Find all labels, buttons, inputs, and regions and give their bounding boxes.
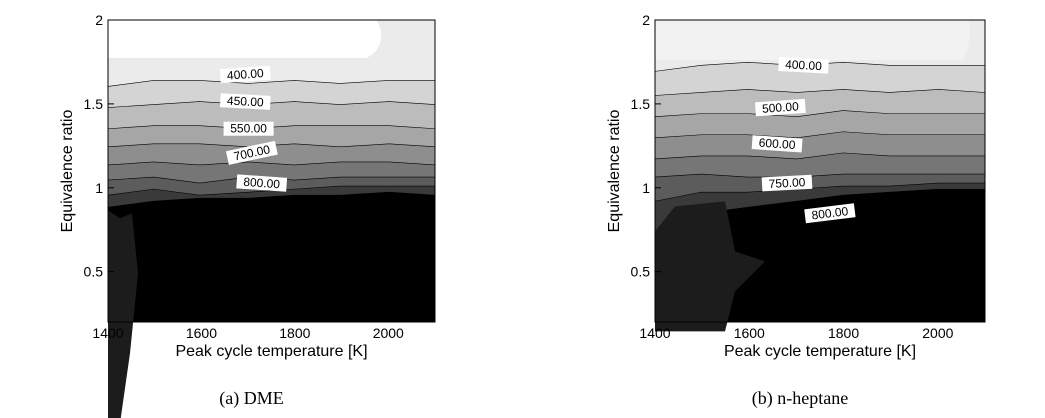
x-tick-label: 1400 (639, 325, 670, 341)
contour-label: 800.00 (236, 174, 288, 192)
x-tick-label: 2000 (373, 325, 404, 341)
plot-frame (654, 19, 986, 323)
x-tick-label: 1600 (734, 325, 765, 341)
x-tick-label: 1800 (828, 325, 859, 341)
y-tick-label: 1.5 (84, 96, 104, 112)
contour-band (655, 20, 970, 60)
contour-band (108, 210, 138, 418)
contour-label-box (225, 140, 278, 165)
y-tick-label: 2 (642, 12, 650, 28)
contour-label-box (236, 174, 288, 192)
plot-frame (107, 19, 436, 323)
contour-label: 800.00 (804, 203, 856, 224)
contour-label-box (804, 203, 856, 224)
contour-label-text: 400.00 (227, 66, 265, 83)
x-tick-label: 2000 (922, 325, 953, 341)
contour-label: 450.00 (220, 93, 271, 110)
x-tick-label: 1400 (92, 325, 123, 341)
contour-label: 550.00 (223, 121, 274, 136)
y-axis-label: Equivalence ratio (606, 110, 623, 233)
contour-label: 500.00 (754, 98, 806, 117)
contour-band (107, 191, 436, 323)
x-tick-label: 1600 (186, 325, 217, 341)
x-axis-label: Peak cycle temperature [K] (175, 343, 367, 360)
contour-label-box (223, 121, 274, 136)
contour-label: 400.00 (778, 57, 829, 74)
contour-label: 600.00 (751, 135, 803, 153)
contour-band (655, 201, 765, 332)
contour-label-box (219, 65, 271, 84)
x-tick-label: 1800 (279, 325, 310, 341)
caption: (a) DME (219, 388, 283, 409)
contour-label-text: 600.00 (758, 136, 796, 153)
contour-label-text: 800.00 (811, 204, 849, 222)
x-axis-label: Peak cycle temperature [K] (724, 343, 916, 360)
contour-label-text: 800.00 (243, 175, 281, 192)
contour-band (104, 20, 382, 58)
contour-label-text: 500.00 (762, 99, 800, 116)
y-tick-label: 0.5 (84, 264, 104, 280)
y-axis-label: Equivalence ratio (59, 110, 76, 233)
y-tick-label: 1.5 (631, 96, 651, 112)
y-tick-label: 0.5 (631, 264, 651, 280)
contour-label-text: 750.00 (768, 175, 806, 191)
contour-label: 750.00 (761, 174, 813, 192)
contour-label-box (220, 93, 271, 110)
contour-label: 400.00 (219, 65, 271, 84)
contour-label-text: 400.00 (785, 57, 823, 73)
contour-label-text: 550.00 (230, 122, 267, 136)
contour-label-box (754, 98, 806, 117)
contour-label-text: 450.00 (227, 94, 265, 110)
y-tick-label: 2 (95, 12, 103, 28)
contour-label-box (761, 174, 813, 192)
contour-label-box (778, 57, 829, 74)
caption: (b) n-heptane (752, 388, 848, 409)
y-tick-label: 1 (642, 180, 650, 196)
contour-label-box (751, 135, 803, 153)
y-tick-label: 1 (95, 180, 103, 196)
